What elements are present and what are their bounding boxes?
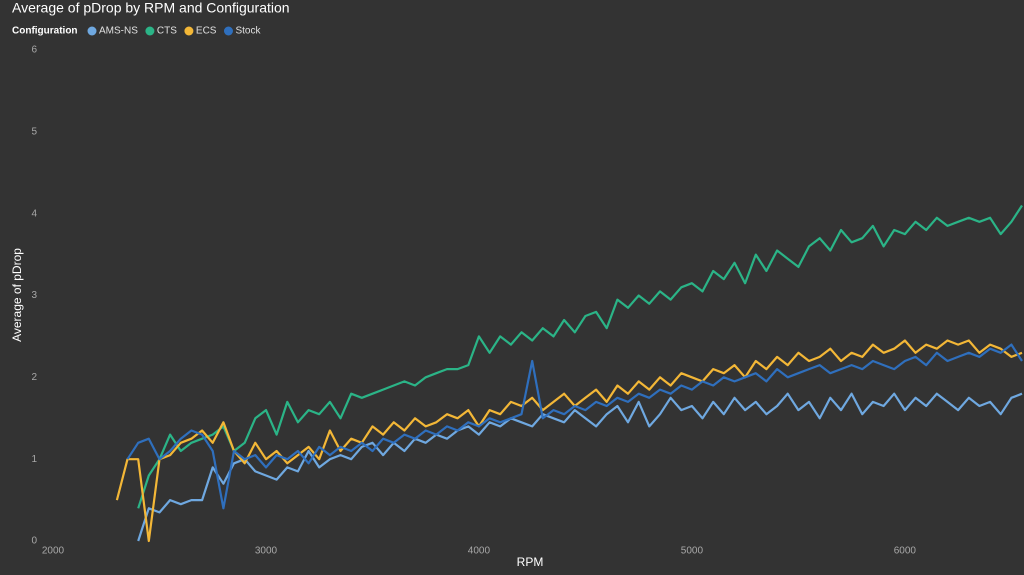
y-tick-label: 4 <box>31 208 37 219</box>
series-line <box>137 392 1023 542</box>
y-tick-label: 1 <box>31 454 37 465</box>
y-tick-label: 3 <box>31 290 37 301</box>
legend-marker <box>87 26 97 36</box>
legend-title: Configuration <box>12 26 78 37</box>
series-line <box>137 204 1023 509</box>
x-axis-label: RPM <box>517 555 544 569</box>
x-tick-label: 6000 <box>894 546 917 557</box>
y-tick-label: 0 <box>31 536 37 547</box>
y-tick-label: 2 <box>31 372 37 383</box>
y-tick-label: 5 <box>31 126 37 137</box>
series-line <box>115 339 1023 543</box>
x-tick-label: 3000 <box>255 546 278 557</box>
y-axis-label: Average of pDrop <box>10 248 24 342</box>
legend-marker <box>184 26 194 36</box>
x-tick-label: 5000 <box>681 546 704 557</box>
x-tick-label: 4000 <box>468 546 491 557</box>
y-tick-label: 6 <box>31 45 37 56</box>
series-line <box>126 343 1023 510</box>
legend-label: Stock <box>235 26 261 37</box>
legend-label: AMS-NS <box>99 26 138 37</box>
legend-label: ECS <box>196 26 217 37</box>
x-tick-label: 2000 <box>42 546 65 557</box>
chart-title: Average of pDrop by RPM and Configuratio… <box>12 0 290 16</box>
legend-label: CTS <box>157 26 177 37</box>
legend-marker <box>223 26 233 36</box>
legend-marker <box>145 26 155 36</box>
